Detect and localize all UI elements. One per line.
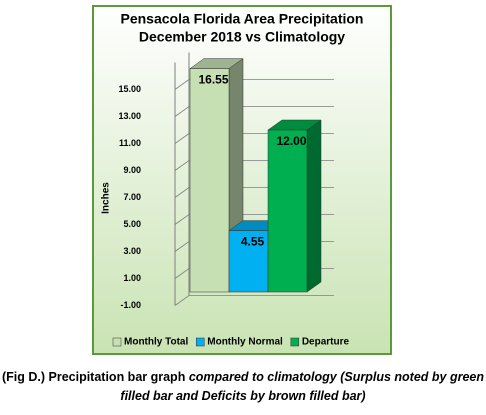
bar: [228, 230, 269, 293]
y-tick-label: 5.00: [123, 219, 141, 229]
y-tick-label: 13.00: [118, 111, 141, 121]
bar: [189, 68, 230, 293]
value-label: 12.00: [276, 134, 306, 148]
legend-swatch: [196, 337, 205, 347]
y-tick-label: 7.00: [123, 192, 141, 202]
caption: (Fig D.) Precipitation bar graph compare…: [0, 368, 486, 406]
grid-line: [174, 106, 334, 117]
chart-title: Pensacola Florida Area Precipitation: [120, 11, 363, 27]
y-tick-label: 15.00: [118, 84, 141, 94]
bar-side: [306, 119, 322, 293]
bar: [267, 129, 308, 293]
grid-line: [174, 79, 334, 90]
value-label: 4.55: [241, 235, 265, 249]
y-axis-label: Inches: [101, 182, 112, 214]
legend-swatch: [112, 337, 122, 347]
legend-label: Departure: [302, 337, 350, 348]
caption-italic: compared to climatology (Surplus noted b…: [120, 370, 484, 403]
y-tick-label: 1.00: [123, 273, 141, 283]
caption-plain: (Fig D.) Precipitation bar graph: [1, 370, 189, 384]
y-tick-label: 11.00: [119, 138, 141, 148]
legend-swatch: [290, 337, 300, 347]
grid-line: [174, 295, 334, 306]
y-tick-label: -1.00: [120, 300, 141, 310]
value-label: 16.55: [198, 73, 228, 87]
chart-subtitle: December 2018 vs Climatology: [139, 29, 345, 45]
legend-label: Monthly Normal: [207, 337, 283, 348]
y-tick-label: 3.00: [123, 246, 141, 256]
legend-label: Monthly Total: [124, 337, 188, 348]
y-tick-label: 9.00: [123, 165, 141, 175]
